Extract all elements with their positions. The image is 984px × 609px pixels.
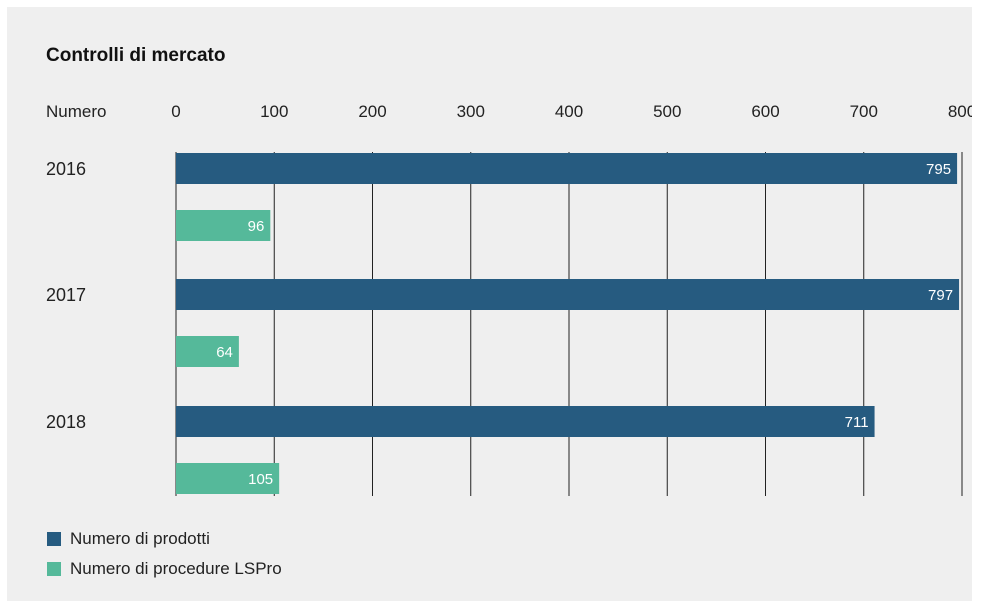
legend-item-prodotti: Numero di prodotti: [47, 524, 282, 554]
category-label-2018: 2018: [46, 412, 86, 432]
legend-label: Numero di prodotti: [70, 529, 210, 548]
data-label-procedure-2016: 96: [248, 218, 265, 235]
chart-title: Controlli di mercato: [46, 45, 226, 66]
legend-label: Numero di procedure LSPro: [70, 559, 282, 578]
bar-procedure-2016: [176, 210, 271, 241]
x-tick-label-800: 800: [948, 102, 972, 121]
bar-prodotti-2017: [176, 279, 960, 310]
legend-swatch: [47, 532, 61, 546]
x-tick-label-200: 200: [358, 102, 386, 121]
category-label-2016: 2016: [46, 159, 86, 179]
data-label-prodotti-2017: 797: [928, 287, 953, 304]
bar-chart: Numero 0 100 200 300 400 500 600 700 800 2016 795 96…: [46, 102, 972, 496]
data-label-prodotti-2018: 711: [845, 414, 869, 431]
chart-panel: Controlli di mercato Numero 0 100 200 300 400…: [7, 7, 972, 601]
data-label-prodotti-2016: 795: [926, 161, 951, 178]
legend-swatch: [47, 562, 61, 576]
data-label-procedure-2018: 105: [248, 471, 273, 488]
bar-prodotti-2018: [176, 406, 875, 437]
x-tick-label-500: 500: [653, 102, 681, 121]
bar-procedure-2017: [176, 336, 239, 367]
x-tick-label-400: 400: [555, 102, 583, 121]
bar-prodotti-2016: [176, 153, 958, 184]
category-label-2017: 2017: [46, 285, 86, 305]
axis-label: Numero: [46, 102, 106, 121]
x-tick-label-600: 600: [751, 102, 779, 121]
x-tick-label-300: 300: [457, 102, 485, 121]
bar-procedure-2018: [176, 463, 280, 494]
legend-item-procedure: Numero di procedure LSPro: [47, 554, 282, 584]
data-label-procedure-2017: 64: [216, 344, 233, 361]
x-tick-label-100: 100: [260, 102, 288, 121]
x-tick-label-700: 700: [850, 102, 878, 121]
x-tick-label-0: 0: [171, 102, 180, 121]
legend: Numero di prodotti Numero di procedure LS…: [47, 524, 282, 584]
